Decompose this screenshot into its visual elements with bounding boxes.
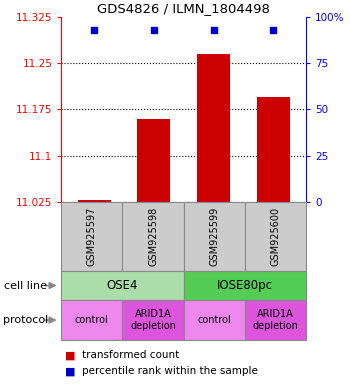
Text: ARID1A
depletion: ARID1A depletion [253,309,299,331]
Text: OSE4: OSE4 [107,279,138,292]
Text: GSM925600: GSM925600 [271,207,281,266]
Text: IOSE80pc: IOSE80pc [217,279,273,292]
Bar [197,54,230,202]
Text: GSM925598: GSM925598 [148,207,158,266]
Text: transformed count: transformed count [82,350,179,360]
Text: ■: ■ [65,350,75,360]
Text: control: control [75,315,109,325]
Text: GSM925599: GSM925599 [209,207,219,266]
Bar [78,200,111,202]
Bar [257,97,290,202]
Text: percentile rank within the sample: percentile rank within the sample [82,366,258,376]
Title: GDS4826 / ILMN_1804498: GDS4826 / ILMN_1804498 [97,2,270,15]
Text: ■: ■ [65,366,75,376]
Text: protocol: protocol [4,315,49,325]
Text: ARID1A
depletion: ARID1A depletion [130,309,176,331]
Text: control: control [197,315,231,325]
Text: GSM925597: GSM925597 [87,207,97,266]
Bar [138,119,170,202]
Text: cell line: cell line [4,280,47,291]
